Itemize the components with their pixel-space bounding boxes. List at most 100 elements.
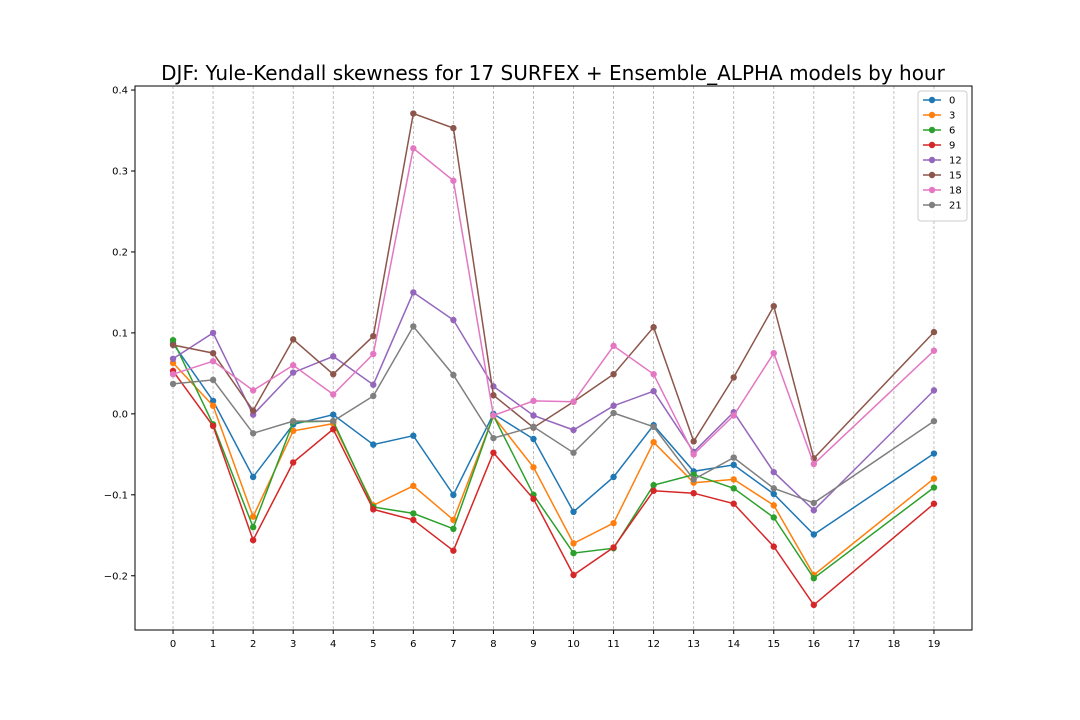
data-point-12 (209, 329, 217, 337)
x-tick-label: 10 (567, 639, 580, 650)
data-point-0 (810, 531, 818, 538)
legend-label: 21 (949, 201, 962, 212)
data-point-21 (450, 371, 457, 379)
x-tick-label: 15 (767, 639, 780, 650)
data-point-15 (410, 110, 417, 117)
legend-marker (928, 171, 936, 179)
data-point-21 (570, 449, 577, 456)
data-point-12 (770, 468, 777, 476)
data-point-18 (249, 387, 257, 394)
data-point-6 (450, 525, 457, 533)
data-point-15 (370, 332, 377, 340)
data-point-12 (330, 353, 337, 360)
x-tick-label: 7 (450, 639, 456, 650)
data-point-9 (490, 449, 497, 456)
data-point-21 (169, 380, 177, 388)
data-point-18 (530, 397, 537, 405)
data-point-9 (330, 426, 337, 433)
data-point-18 (209, 358, 217, 365)
legend-marker (928, 126, 936, 134)
data-point-21 (530, 423, 537, 431)
data-point-0 (930, 450, 938, 457)
data-point-21 (930, 417, 938, 425)
series-lines (169, 110, 938, 609)
data-point-3 (249, 513, 257, 520)
data-point-9 (690, 489, 697, 497)
data-point-21 (370, 392, 377, 400)
series-line-15 (172, 112, 935, 460)
data-point-15 (730, 374, 737, 381)
legend-label: 9 (949, 141, 955, 152)
data-point-6 (930, 484, 938, 491)
x-tick-label: 3 (290, 639, 296, 650)
y-tick-label: 0.0 (112, 409, 128, 420)
legend-marker (928, 111, 936, 119)
data-point-15 (770, 302, 777, 310)
data-point-12 (450, 316, 457, 324)
data-point-21 (249, 430, 257, 437)
grid-lines (172, 86, 935, 630)
data-point-0 (410, 432, 417, 439)
legend-label: 6 (949, 126, 955, 137)
x-tick-label: 18 (888, 639, 901, 650)
x-tick-label: 13 (687, 639, 700, 650)
series-line-12 (172, 291, 935, 512)
legend-marker (928, 186, 936, 194)
data-point-9 (770, 543, 777, 550)
data-point-15 (490, 392, 497, 399)
x-tick-label: 19 (928, 639, 941, 650)
data-point-0 (570, 508, 577, 516)
data-point-18 (289, 362, 297, 369)
data-point-12 (930, 387, 938, 394)
data-point-15 (330, 370, 337, 378)
data-point-6 (810, 574, 818, 582)
data-point-15 (289, 336, 297, 343)
data-point-12 (289, 369, 297, 376)
x-tick-label: 9 (530, 639, 536, 650)
data-point-15 (249, 407, 257, 414)
data-point-21 (730, 454, 737, 461)
data-point-12 (370, 381, 377, 388)
x-tick-label: 16 (807, 639, 820, 650)
legend: 0 3 6 9 12 15 18 21 (917, 90, 968, 222)
y-tick-label: 0.3 (112, 167, 128, 178)
data-point-18 (370, 350, 377, 358)
data-point-3 (289, 427, 297, 435)
data-point-15 (450, 124, 457, 132)
data-point-9 (450, 547, 457, 554)
data-point-9 (730, 500, 737, 507)
legend-marker (928, 201, 936, 209)
x-tick-label: 8 (490, 639, 496, 650)
data-point-21 (209, 376, 217, 384)
data-point-18 (570, 398, 577, 405)
data-point-3 (530, 464, 537, 471)
data-point-9 (249, 536, 257, 544)
data-point-21 (610, 409, 617, 417)
y-tick-label: −0.2 (104, 571, 128, 582)
data-point-15 (650, 324, 657, 331)
legend-marker (928, 96, 936, 104)
data-point-6 (650, 481, 657, 489)
data-point-9 (930, 500, 938, 507)
data-point-12 (530, 412, 537, 419)
series-line-21 (172, 325, 935, 504)
data-point-18 (930, 347, 938, 354)
data-point-0 (530, 435, 537, 443)
data-point-15 (690, 438, 697, 445)
data-point-18 (450, 177, 457, 184)
data-point-0 (330, 411, 337, 418)
data-point-12 (570, 426, 577, 434)
x-tick-label: 4 (330, 639, 336, 650)
data-point-21 (410, 323, 417, 330)
x-tick-label: 17 (847, 639, 860, 650)
data-point-21 (650, 423, 657, 431)
x-tick-label: 0 (170, 639, 176, 650)
data-point-9 (370, 506, 377, 513)
y-tick-label: 0.1 (112, 328, 128, 339)
data-point-21 (690, 476, 697, 483)
x-tick-label: 11 (607, 639, 620, 650)
x-tick-label: 1 (210, 639, 216, 650)
data-point-18 (610, 342, 617, 350)
data-point-3 (410, 482, 417, 490)
data-point-21 (289, 417, 297, 425)
